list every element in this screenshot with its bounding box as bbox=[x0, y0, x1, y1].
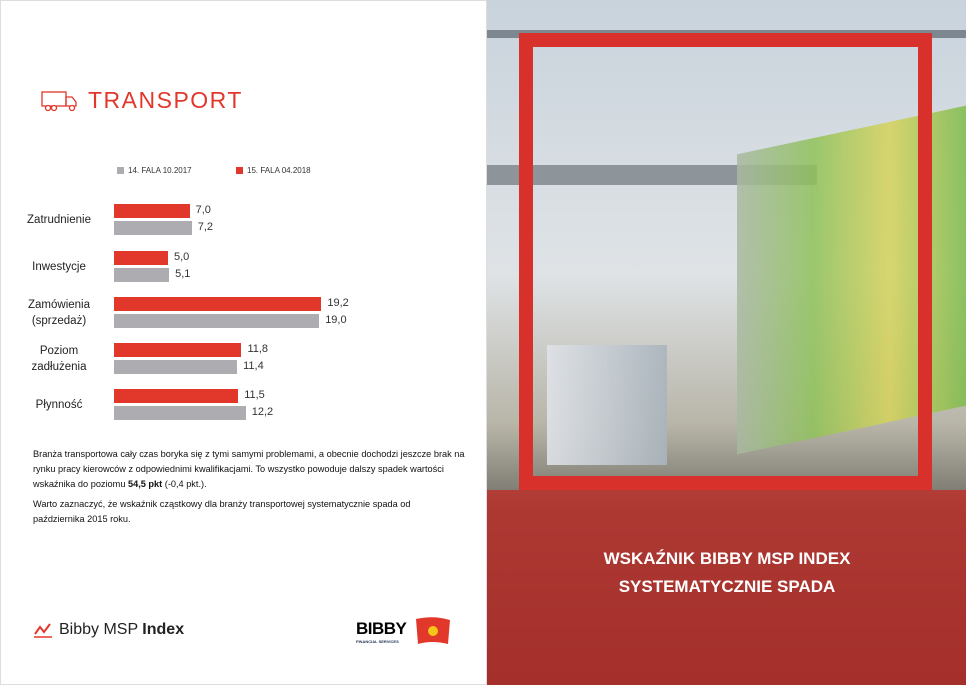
chart-line-icon bbox=[34, 623, 52, 638]
title-text: TRANSPORT bbox=[88, 87, 243, 113]
legend-item-prev: 14. FALA 10.2017 bbox=[117, 166, 192, 175]
flag-icon bbox=[416, 617, 451, 644]
data-label: 19,2 bbox=[327, 297, 349, 309]
left-page: TRANSPORT 14. FALA 10.2017 15. FALA 04.2… bbox=[0, 0, 487, 685]
photo-caption: WSKAŹNIK BIBBY MSP INDEX SYSTEMATYCZNIE S… bbox=[603, 549, 851, 596]
bar-current bbox=[114, 389, 239, 403]
bar-current bbox=[114, 251, 168, 265]
truck-icon bbox=[41, 90, 77, 111]
bar-current bbox=[114, 204, 190, 218]
red-frame bbox=[519, 33, 932, 490]
bar-previous bbox=[114, 360, 238, 374]
data-label: 5,0 bbox=[174, 251, 190, 263]
data-label: 5,1 bbox=[175, 268, 191, 280]
bibby-msp-index-logo: Bibby MSP Index bbox=[33, 621, 184, 639]
cover-photo-trucks: WSKAŹNIK BIBBY MSP INDEX SYSTEMATYCZNIE S… bbox=[487, 0, 966, 685]
bar-current bbox=[114, 297, 322, 311]
bar-previous bbox=[114, 268, 170, 282]
paragraph-2: Warto zaznaczyć, że wskaźnik cząstkowy d… bbox=[33, 499, 411, 524]
category-label: Inwestycje bbox=[32, 261, 86, 273]
data-label: 7,2 bbox=[197, 221, 214, 233]
data-label: 19,0 bbox=[325, 314, 347, 326]
bibby-financial-logo: BIBBY FINANCIAL SERVICES bbox=[356, 616, 452, 646]
data-label: 11,4 bbox=[243, 360, 264, 372]
data-label: 11,8 bbox=[247, 343, 269, 355]
paragraph-1: Branża transportowa cały czas boryka się… bbox=[33, 449, 465, 489]
bar-previous bbox=[114, 221, 192, 235]
bar-current bbox=[114, 343, 242, 357]
data-label: 11,5 bbox=[244, 389, 265, 401]
section-title: TRANSPORT bbox=[41, 87, 243, 114]
category-label: Zatrudnienie bbox=[27, 214, 91, 226]
category-label: Poziom zadłużenia bbox=[31, 345, 87, 373]
data-label: 12,2 bbox=[251, 406, 274, 418]
category-label: Płynność bbox=[35, 399, 83, 411]
bar-previous bbox=[114, 406, 246, 420]
category-label: Zamówienia (sprzedaż) bbox=[28, 299, 90, 327]
legend-item-current: 15. FALA 04.2018 bbox=[236, 166, 311, 175]
data-label: 7,0 bbox=[195, 204, 211, 216]
bar-previous bbox=[114, 314, 320, 328]
